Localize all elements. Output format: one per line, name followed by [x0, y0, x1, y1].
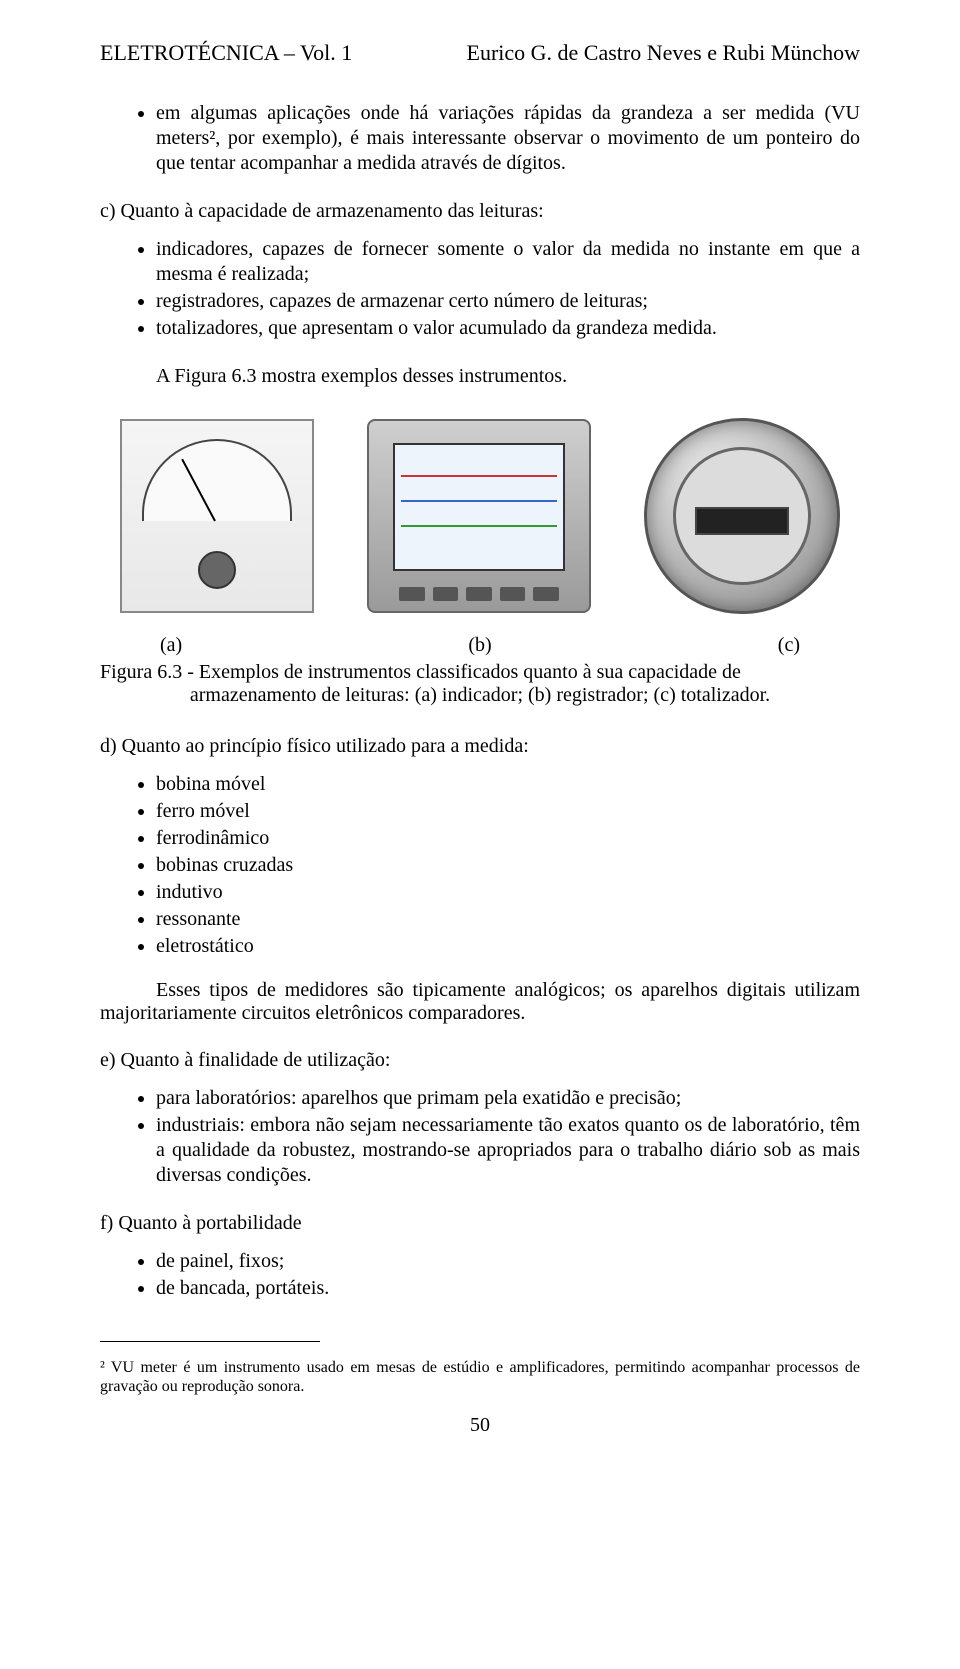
list-item: registradores, capazes de armazenar cert…: [156, 289, 860, 314]
page-header: ELETROTÉCNICA – Vol. 1 Eurico G. de Cast…: [100, 40, 860, 66]
section-c-after: A Figura 6.3 mostra exemplos desses inst…: [156, 365, 860, 388]
figure-row: [100, 418, 860, 614]
figure-a-indicator: [120, 419, 314, 613]
list-item: ferro móvel: [156, 799, 860, 824]
page-number: 50: [100, 1414, 860, 1437]
list-item: de bancada, portáteis.: [156, 1276, 860, 1301]
list-item: totalizadores, que apresentam o valor ac…: [156, 316, 860, 341]
list-item: industriais: embora não sejam necessaria…: [156, 1113, 860, 1188]
section-d-list: bobina móvel ferro móvel ferrodinâmico b…: [100, 772, 860, 959]
footnote-text: ² VU meter é um instrumento usado em mes…: [100, 1358, 860, 1396]
figure-c-totalizer: [644, 418, 840, 614]
section-c-list: indicadores, capazes de fornecer somente…: [100, 237, 860, 341]
section-f-title: f) Quanto à portabilidade: [100, 1212, 860, 1235]
document-page: ELETROTÉCNICA – Vol. 1 Eurico G. de Cast…: [0, 0, 960, 1477]
figure-labels: (a) (b) (c): [100, 634, 860, 657]
list-item: eletrostático: [156, 934, 860, 959]
figure-label-c: (c): [778, 634, 800, 657]
section-e-title: e) Quanto à finalidade de utilização:: [100, 1049, 860, 1072]
list-item: para laboratórios: aparelhos que primam …: [156, 1086, 860, 1111]
figure-label-b: (b): [468, 634, 491, 657]
figure-caption: Figura 6.3 - Exemplos de instrumentos cl…: [100, 661, 860, 707]
section-c-title: c) Quanto à capacidade de armazenamento …: [100, 200, 860, 223]
list-item: indutivo: [156, 880, 860, 905]
list-item: indicadores, capazes de fornecer somente…: [156, 237, 860, 287]
list-item: ferrodinâmico: [156, 826, 860, 851]
section-f-list: de painel, fixos; de bancada, portáteis.: [100, 1249, 860, 1301]
caption-line1: Figura 6.3 - Exemplos de instrumentos cl…: [100, 661, 860, 684]
figure-b-recorder: [367, 419, 591, 613]
caption-line2: armazenamento de leituras: (a) indicador…: [140, 684, 820, 707]
list-item: bobinas cruzadas: [156, 853, 860, 878]
section-d-title: d) Quanto ao princípio físico utilizado …: [100, 735, 860, 758]
header-left: ELETROTÉCNICA – Vol. 1: [100, 40, 352, 66]
section-d-after: Esses tipos de medidores são tipicamente…: [100, 979, 860, 1025]
list-item: de painel, fixos;: [156, 1249, 860, 1274]
footnote-rule: [100, 1341, 320, 1342]
figure-label-a: (a): [160, 634, 182, 657]
intro-list: em algumas aplicações onde há variações …: [100, 101, 860, 176]
section-e-list: para laboratórios: aparelhos que primam …: [100, 1086, 860, 1188]
intro-bullet: em algumas aplicações onde há variações …: [156, 101, 860, 176]
header-right: Eurico G. de Castro Neves e Rubi Münchow: [467, 40, 860, 66]
list-item: bobina móvel: [156, 772, 860, 797]
list-item: ressonante: [156, 907, 860, 932]
